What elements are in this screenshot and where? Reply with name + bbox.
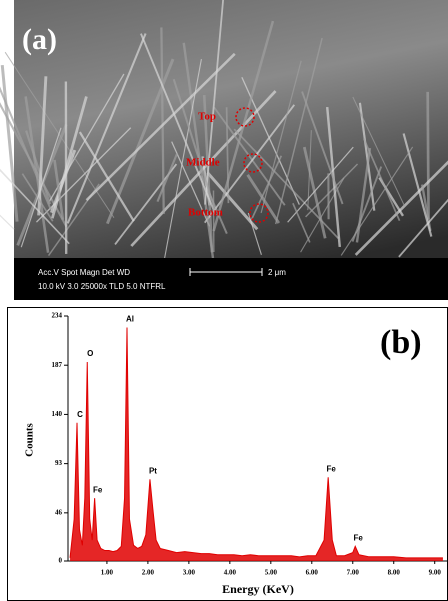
y-axis-label: Counts bbox=[24, 422, 36, 456]
marker-circle bbox=[235, 107, 255, 127]
peak-label: Fe bbox=[327, 464, 337, 473]
peak-label: Fe bbox=[93, 485, 103, 494]
nanowire bbox=[307, 130, 312, 211]
nanowire bbox=[78, 131, 135, 222]
nanowire bbox=[352, 96, 406, 207]
nanowire bbox=[402, 133, 433, 237]
nanowire bbox=[0, 64, 19, 222]
nanowire bbox=[172, 78, 216, 210]
nanowire bbox=[204, 0, 224, 205]
nanowire bbox=[204, 104, 296, 224]
x-tick-label: 8.00 bbox=[388, 569, 401, 577]
y-tick-label: 234 bbox=[52, 312, 63, 320]
sem-image bbox=[0, 0, 448, 300]
info-header: Acc.V Spot Magn Det WD bbox=[38, 268, 130, 277]
y-tick-label: 0 bbox=[59, 557, 63, 565]
nanowire bbox=[225, 107, 230, 204]
nanowire bbox=[363, 138, 401, 222]
nanowire bbox=[53, 159, 65, 220]
nanowire bbox=[246, 174, 281, 224]
marker-circle bbox=[249, 203, 269, 223]
x-tick-label: 6.00 bbox=[306, 569, 319, 577]
nanowire bbox=[302, 146, 327, 239]
x-tick-label: 1.00 bbox=[101, 569, 114, 577]
y-tick-label: 93 bbox=[55, 459, 63, 467]
y-tick-label: 46 bbox=[55, 508, 63, 516]
peak-label: Pt bbox=[149, 466, 157, 475]
nanowire bbox=[140, 33, 217, 216]
peak-label: C bbox=[77, 410, 83, 419]
peak-label: Fe bbox=[354, 533, 364, 542]
scale-bar-label: 2 μm bbox=[268, 268, 286, 277]
marker-label: Top bbox=[198, 111, 216, 123]
nanowire bbox=[25, 130, 52, 205]
info-values: 10.0 kV 3.0 25000x TLD 5.0 NTFRL bbox=[38, 282, 166, 291]
nanowire bbox=[351, 166, 383, 242]
nanowire bbox=[182, 42, 215, 259]
nanowire bbox=[292, 202, 311, 243]
sem-background bbox=[14, 0, 448, 300]
marker-circle bbox=[243, 153, 263, 173]
nanowire bbox=[213, 106, 286, 206]
info-bar bbox=[14, 258, 448, 300]
nanowire bbox=[156, 152, 179, 203]
nanowire bbox=[426, 91, 430, 220]
nanowire bbox=[212, 20, 275, 232]
x-tick-label: 5.00 bbox=[265, 569, 278, 577]
nanowire bbox=[398, 198, 448, 258]
nanowire bbox=[305, 163, 359, 218]
nanowire bbox=[301, 91, 344, 205]
marker-label: Middle bbox=[186, 157, 220, 169]
nanowire bbox=[250, 155, 283, 221]
nanowire bbox=[130, 90, 277, 247]
nanowire bbox=[287, 146, 354, 223]
nanowire bbox=[0, 168, 70, 245]
nanowire bbox=[160, 27, 165, 214]
nanowire bbox=[85, 52, 236, 202]
spectrum-line bbox=[69, 327, 443, 559]
y-tick-label: 187 bbox=[52, 361, 63, 369]
spectrum-fill bbox=[70, 327, 443, 561]
x-tick-label: 9.00 bbox=[429, 569, 442, 577]
nanowire bbox=[247, 212, 262, 255]
nanowire bbox=[114, 163, 178, 245]
x-tick-label: 3.00 bbox=[183, 569, 196, 577]
x-axis-label: Energy (KeV) bbox=[222, 582, 294, 596]
x-tick-label: 7.00 bbox=[347, 569, 360, 577]
nanowire bbox=[20, 127, 62, 248]
y-tick-label: 140 bbox=[52, 410, 63, 418]
peak-label: O bbox=[87, 349, 93, 358]
nanowire bbox=[260, 60, 302, 214]
nanowire bbox=[66, 33, 147, 224]
x-tick-label: 4.00 bbox=[224, 569, 237, 577]
panel-label: (a) bbox=[22, 23, 57, 56]
x-tick-label: 2.00 bbox=[142, 569, 155, 577]
nanowire bbox=[0, 86, 52, 211]
nanowire bbox=[206, 171, 259, 231]
nanowire bbox=[50, 96, 88, 219]
nanowire bbox=[340, 146, 414, 256]
marker-label: Bottom bbox=[188, 207, 223, 219]
peak-label: Al bbox=[126, 315, 134, 324]
panel-label: (b) bbox=[380, 324, 422, 361]
nanowire bbox=[354, 160, 448, 256]
nanowire bbox=[0, 102, 68, 228]
nanowire bbox=[274, 37, 323, 225]
